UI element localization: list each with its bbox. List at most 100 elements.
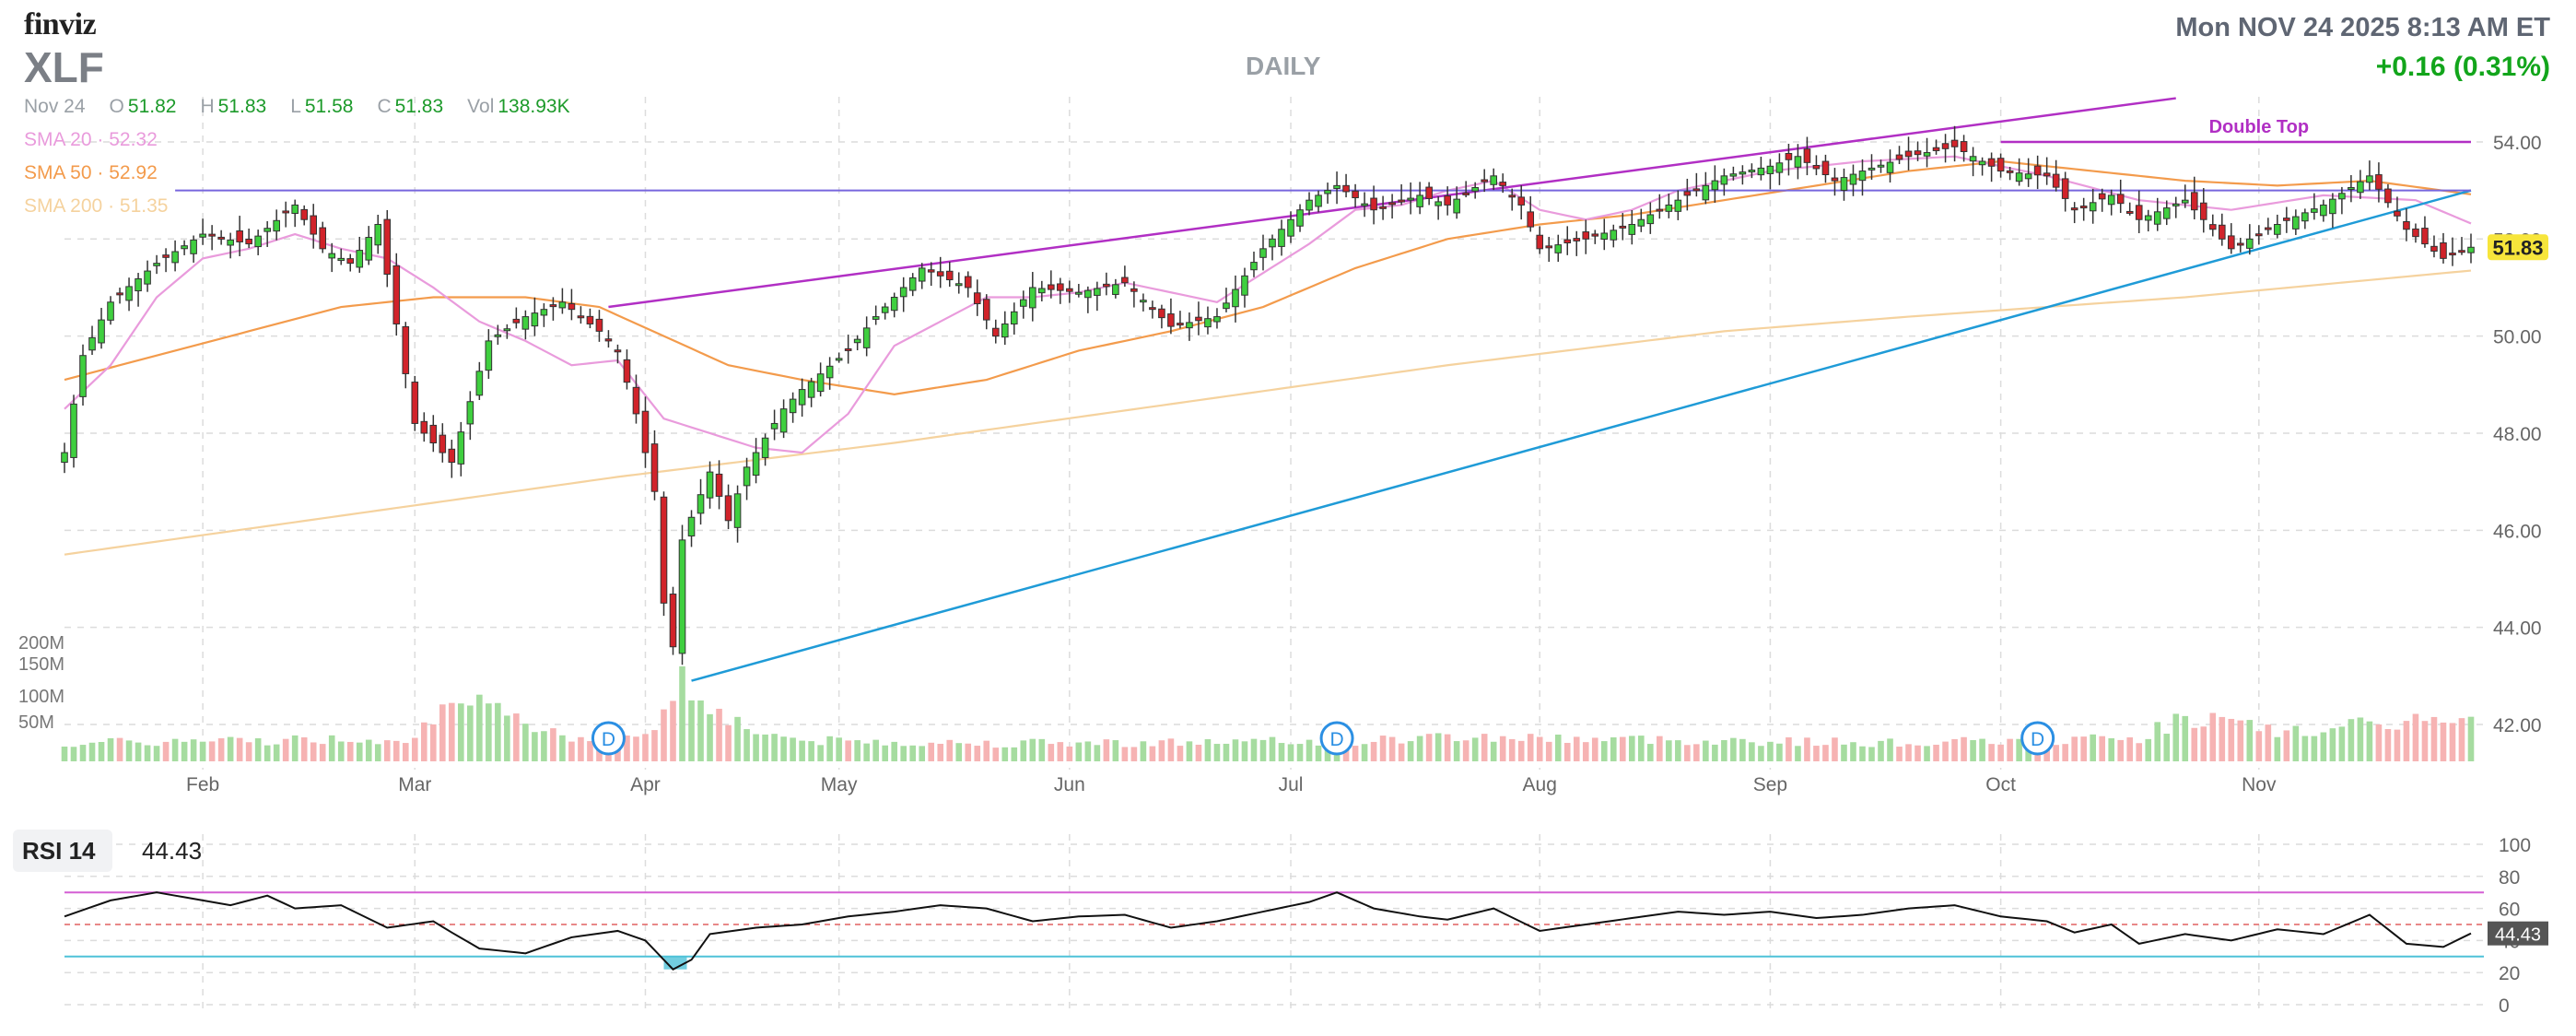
candle-body [1720, 175, 1728, 185]
volume-bar [1554, 735, 1562, 761]
volume-bar [116, 737, 123, 761]
volume-bar [633, 736, 639, 761]
candle-body [660, 496, 668, 604]
candle-body [595, 318, 603, 332]
volume-bar [1195, 744, 1202, 761]
volume-bar [965, 743, 972, 761]
volume-bar [1887, 738, 1893, 761]
candle-body [1545, 245, 1553, 249]
volume-bar [1712, 744, 1718, 761]
volume-bar [2311, 736, 2318, 761]
candle-body [439, 434, 447, 453]
volume-bar [1619, 736, 1626, 761]
candle-body [1821, 160, 1830, 176]
volume-bar [872, 739, 879, 761]
candle-body [1729, 173, 1738, 177]
volume-bar [1158, 740, 1165, 761]
volume-bar [1841, 744, 1847, 761]
candle-body [1388, 202, 1396, 206]
volume-bar [208, 741, 216, 761]
candle-body [2320, 204, 2327, 217]
volume-bar [1379, 736, 1387, 761]
candle-body [356, 250, 364, 268]
candle-body [908, 277, 917, 291]
candle-body [2357, 181, 2364, 194]
candle-body [2052, 173, 2060, 188]
volume-bar [1914, 745, 1921, 761]
candle-body [872, 316, 880, 320]
volume-bar [992, 748, 1000, 761]
candle-body [1250, 262, 1258, 271]
candle-body [107, 301, 114, 321]
candle-body [1204, 318, 1212, 328]
volume-bar [1038, 738, 1046, 761]
price-axis-label: 42.00 [2493, 715, 2542, 736]
volume-bar [661, 709, 667, 761]
volume-bar [1573, 736, 1580, 761]
volume-bar [2016, 738, 2022, 761]
candle-body [1619, 225, 1627, 229]
candle-body [715, 473, 723, 497]
candle-body [1794, 156, 1802, 168]
candle-body [2412, 228, 2419, 238]
candle-body [1711, 180, 1719, 191]
candle-body [1259, 248, 1267, 258]
candle-body [2024, 173, 2032, 180]
candle-body [531, 312, 539, 327]
candle-body [1066, 288, 1073, 292]
candle-body [512, 318, 521, 324]
candle-body [614, 349, 622, 353]
volume-bar [2090, 734, 2096, 761]
dividend-marker: D [2020, 721, 2055, 756]
candle-body [1868, 167, 1876, 171]
candle-body [1739, 171, 1747, 175]
candle-body [789, 398, 797, 414]
candle-body [1094, 288, 1101, 296]
candle-body [2246, 238, 2254, 249]
dividend-marker: D [591, 721, 626, 756]
volume-bar [486, 703, 492, 761]
candle-body [1591, 233, 1599, 237]
candle-body [2125, 210, 2134, 214]
volume-bar [411, 737, 418, 761]
volume-bar [1666, 740, 1672, 761]
dividend-label: D [1329, 729, 1343, 750]
rsi-value-tag-label: 44.43 [2495, 925, 2541, 946]
candle-body [125, 286, 133, 301]
volume-bar [217, 738, 225, 761]
volume-bar [2458, 718, 2465, 761]
sma200-legend: SMA 200 · 51.35 [24, 195, 169, 217]
volume-bar [522, 724, 529, 761]
candle-body [1683, 191, 1692, 196]
volume-bar [1721, 739, 1727, 761]
volume-bar [227, 736, 234, 761]
volume-bar [817, 745, 824, 761]
candle-body [1508, 194, 1516, 198]
month-label: May [821, 774, 858, 795]
volume-bar [319, 744, 326, 761]
month-label: Nov [2242, 774, 2277, 795]
volume-bar [162, 741, 170, 761]
volume-bar [495, 702, 501, 761]
dividend-circle [1319, 721, 1354, 756]
finviz-logo[interactable]: finviz [24, 7, 97, 41]
candle-body [98, 319, 105, 344]
candle-body [1121, 277, 1129, 284]
volume-bar [2200, 726, 2207, 761]
volume-bar [1657, 736, 1663, 761]
sma200-line [64, 269, 2472, 556]
rsi-label-box[interactable] [13, 830, 112, 872]
candle-body [1610, 230, 1618, 241]
month-label: Mar [398, 774, 431, 795]
volume-bar [79, 745, 87, 761]
volume-bar [2246, 720, 2254, 761]
candle-body [641, 410, 650, 453]
candle-body [1140, 300, 1147, 303]
candle-body [770, 422, 779, 430]
volume-bar [337, 741, 345, 761]
volume-bar [2430, 716, 2438, 761]
candle-body [1923, 152, 1931, 157]
volume-bar [282, 738, 289, 761]
volume-bar [1786, 736, 1792, 761]
candle-body [153, 263, 160, 266]
